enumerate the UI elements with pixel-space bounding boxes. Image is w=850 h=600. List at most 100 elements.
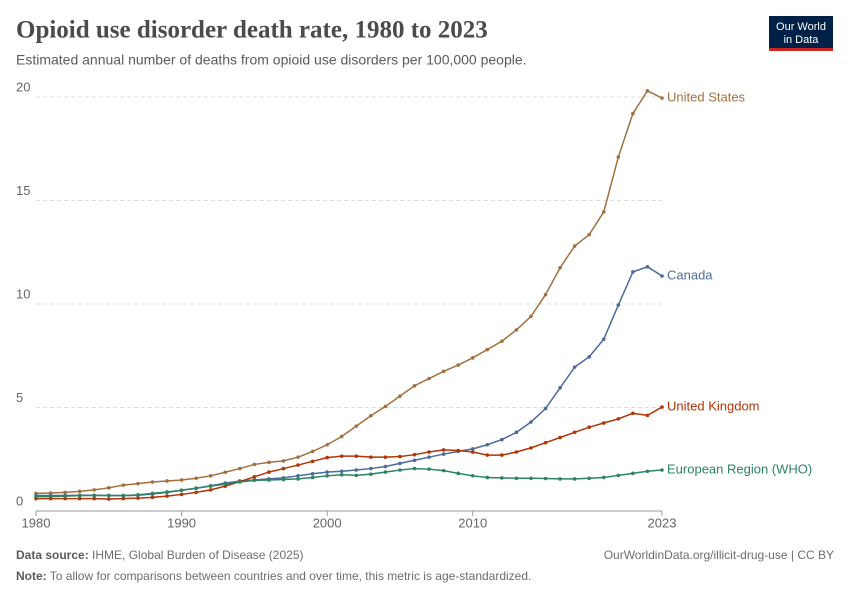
data-point: [267, 478, 271, 482]
data-point: [616, 473, 621, 478]
data-point: [456, 448, 460, 453]
logo[interactable]: Our World in Data: [769, 16, 833, 51]
data-point: [587, 425, 592, 429]
data-point: [369, 413, 373, 418]
data-point: [485, 453, 490, 457]
x-tick-label: 2000: [313, 515, 342, 530]
data-point: [325, 442, 329, 447]
note-label: Note:: [16, 569, 47, 583]
data-point: [150, 495, 155, 500]
y-tick-label: 0: [16, 493, 23, 508]
data-point: [106, 493, 111, 498]
data-point: [281, 459, 286, 463]
logo-bar: [769, 48, 833, 51]
data-point: [558, 435, 562, 440]
data-point: [296, 455, 300, 459]
data-point: [339, 469, 344, 474]
y-tick-label: 10: [16, 286, 30, 301]
legend-label: United Kingdom: [667, 399, 760, 414]
data-point: [383, 464, 388, 469]
data-point: [383, 470, 388, 474]
series-line: [35, 89, 663, 495]
y-tick-label: 5: [16, 390, 23, 405]
data-point: [48, 494, 53, 499]
data-point: [601, 337, 606, 341]
data-point: [427, 455, 431, 459]
source-text: IHME, Global Burden of Disease (2025): [92, 548, 303, 562]
data-point: [601, 210, 606, 214]
data-point: [514, 476, 519, 481]
data-point: [165, 490, 169, 494]
data-point: [194, 490, 198, 495]
data-point: [470, 447, 475, 451]
data-point: [34, 494, 38, 499]
legend-label: United States: [667, 89, 746, 104]
data-point: [281, 466, 286, 471]
data-point: [77, 493, 82, 498]
data-point: [470, 356, 475, 360]
data-point: [572, 477, 577, 481]
data-point: [252, 478, 257, 483]
data-point: [470, 450, 475, 454]
data-point: [558, 477, 562, 481]
data-point: [427, 376, 431, 381]
chart-subtitle: Estimated annual number of deaths from o…: [16, 52, 527, 68]
chart-title: Opioid use disorder death rate, 1980 to …: [16, 17, 488, 44]
data-point: [63, 494, 67, 498]
data-point: [587, 232, 592, 237]
data-point: [645, 413, 650, 418]
data-point: [310, 459, 315, 464]
series-line: [36, 406, 663, 500]
data-point: [398, 468, 402, 472]
data-point: [252, 462, 257, 467]
data-point: [601, 421, 606, 425]
data-point: [572, 430, 577, 435]
data-point: [485, 347, 490, 352]
data-point: [369, 472, 373, 476]
data-point: [339, 454, 344, 458]
data-point: [456, 363, 460, 367]
data-point: [441, 448, 446, 452]
data-point: [121, 493, 126, 498]
data-point: [208, 488, 213, 492]
source: Data source: IHME, Global Burden of Dise…: [16, 548, 303, 562]
data-point: [485, 442, 490, 447]
data-point: [485, 475, 490, 480]
data-point: [645, 264, 650, 269]
data-point: [514, 450, 519, 454]
x-tick-label: 1980: [22, 515, 51, 530]
data-point: [543, 292, 548, 297]
series-line: [36, 467, 663, 498]
data-point: [529, 446, 533, 450]
data-point: [325, 455, 329, 460]
data-point: [136, 493, 140, 497]
data-point: [631, 471, 635, 476]
data-point: [325, 470, 329, 474]
data-point: [616, 303, 621, 307]
data-point: [267, 460, 271, 465]
data-point: [529, 420, 533, 424]
data-point: [616, 417, 621, 421]
source-url[interactable]: OurWorldinData.org/illicit-drug-use | CC…: [604, 548, 834, 562]
data-point: [383, 455, 388, 459]
x-tick-label: 2023: [648, 515, 677, 530]
data-point: [150, 480, 155, 484]
data-point: [631, 270, 635, 274]
data-point: [398, 394, 402, 398]
data-point: [354, 454, 359, 458]
plot: 0 5 10 15 20 1980 1990 2000 2010 2023 United State…: [16, 79, 812, 530]
note: Note: To allow for comparisons between c…: [16, 569, 531, 583]
logo-text: in Data: [784, 34, 820, 46]
data-point: [194, 486, 198, 491]
data-point: [558, 386, 562, 390]
data-point: [106, 497, 111, 501]
data-point: [645, 88, 650, 93]
data-point: [310, 449, 315, 454]
data-point: [398, 454, 402, 459]
data-point: [441, 369, 446, 374]
data-point: [223, 470, 228, 475]
data-point: [136, 481, 140, 486]
logo-box: [769, 16, 833, 50]
